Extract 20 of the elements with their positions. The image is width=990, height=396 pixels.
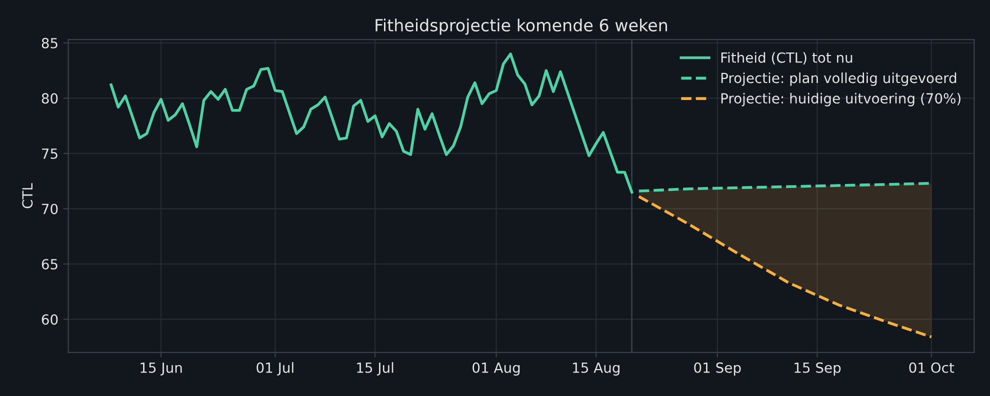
x-tick-label: 01 Aug [472, 362, 520, 376]
y-axis-title: CTL [22, 183, 33, 208]
y-tick-label: 60 [42, 314, 58, 325]
legend-label: Projectie: huidige uitvoering (70%) [721, 92, 960, 106]
legend-label: Projectie: plan volledig uitgevoerd [721, 72, 956, 86]
y-tick-label: 75 [42, 148, 58, 159]
line-series [110, 52, 634, 194]
y-tick-label: 65 [42, 258, 58, 270]
x-tick-label: 15 Jul [357, 362, 394, 376]
y-tick-label: 70 [42, 204, 58, 214]
x-tick-label: 01 Jul [256, 362, 294, 376]
x-tick-label: 15 Aug [573, 362, 620, 376]
x-tick-label: 15 Jun [140, 362, 182, 376]
x-tick-label: 15 Sep [794, 362, 841, 376]
chart-title: Fitheidsprojectie komende 6 weken [376, 18, 667, 35]
legend-label: Fitheid (CTL) tot nu [721, 52, 852, 64]
y-tick-label: 85 [42, 38, 58, 48]
x-tick-label: 01 Oct [909, 362, 954, 373]
x-tick-label: 01 Sep [694, 362, 741, 376]
y-tick-label: 80 [42, 93, 58, 104]
